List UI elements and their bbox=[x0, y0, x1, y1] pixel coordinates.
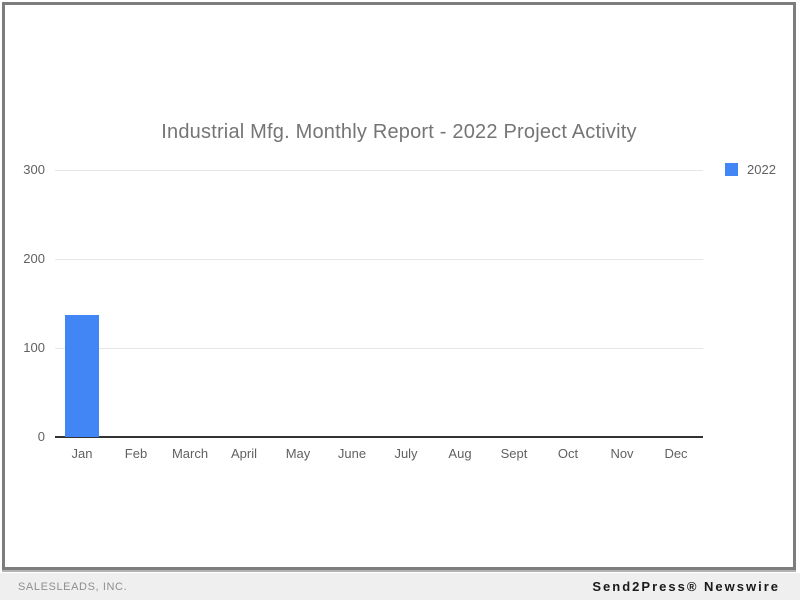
x-axis-tick-label: Dec bbox=[664, 446, 688, 461]
y-axis-tick-label: 300 bbox=[23, 162, 45, 177]
x-axis-tick-label: April bbox=[230, 446, 257, 461]
footer-brand-right: Send2Press® Newswire bbox=[592, 579, 780, 594]
x-axis-tick-label: July bbox=[394, 446, 418, 461]
plot-area: 0 100 200 300 Jan Feb March April May June July Aug… bbox=[5, 5, 793, 567]
legend: 2022 bbox=[725, 162, 776, 177]
y-axis-tick-label: 200 bbox=[23, 251, 45, 266]
legend-label: 2022 bbox=[747, 162, 776, 177]
footer: SALESLEADS, INC. Send2Press® Newswire bbox=[0, 573, 800, 600]
x-axis-line bbox=[55, 436, 703, 438]
gridline bbox=[55, 259, 703, 260]
footer-brand-left: SALESLEADS, INC. bbox=[18, 580, 128, 593]
x-axis-tick-label: Jan bbox=[71, 446, 93, 461]
chart-frame: Industrial Mfg. Monthly Report - 2022 Pr… bbox=[2, 2, 796, 570]
x-axis-tick-label: Sept bbox=[500, 446, 528, 461]
bar-jan-2022 bbox=[65, 315, 99, 437]
y-axis-tick-label: 100 bbox=[23, 340, 45, 355]
x-axis-tick-label: Feb bbox=[124, 446, 148, 461]
x-axis-tick-label: May bbox=[285, 446, 311, 461]
gridline bbox=[55, 170, 703, 171]
x-axis-tick-label: June bbox=[337, 446, 367, 461]
x-axis-tick-label: Aug bbox=[448, 446, 472, 461]
y-axis-tick-label: 0 bbox=[37, 429, 45, 444]
legend-swatch-icon bbox=[725, 163, 738, 176]
chart-title: Industrial Mfg. Monthly Report - 2022 Pr… bbox=[161, 121, 637, 143]
gridline bbox=[55, 348, 703, 349]
x-axis-tick-label: March bbox=[171, 446, 209, 461]
x-axis-tick-label: Nov bbox=[610, 446, 634, 461]
x-axis-tick-label: Oct bbox=[557, 446, 579, 461]
